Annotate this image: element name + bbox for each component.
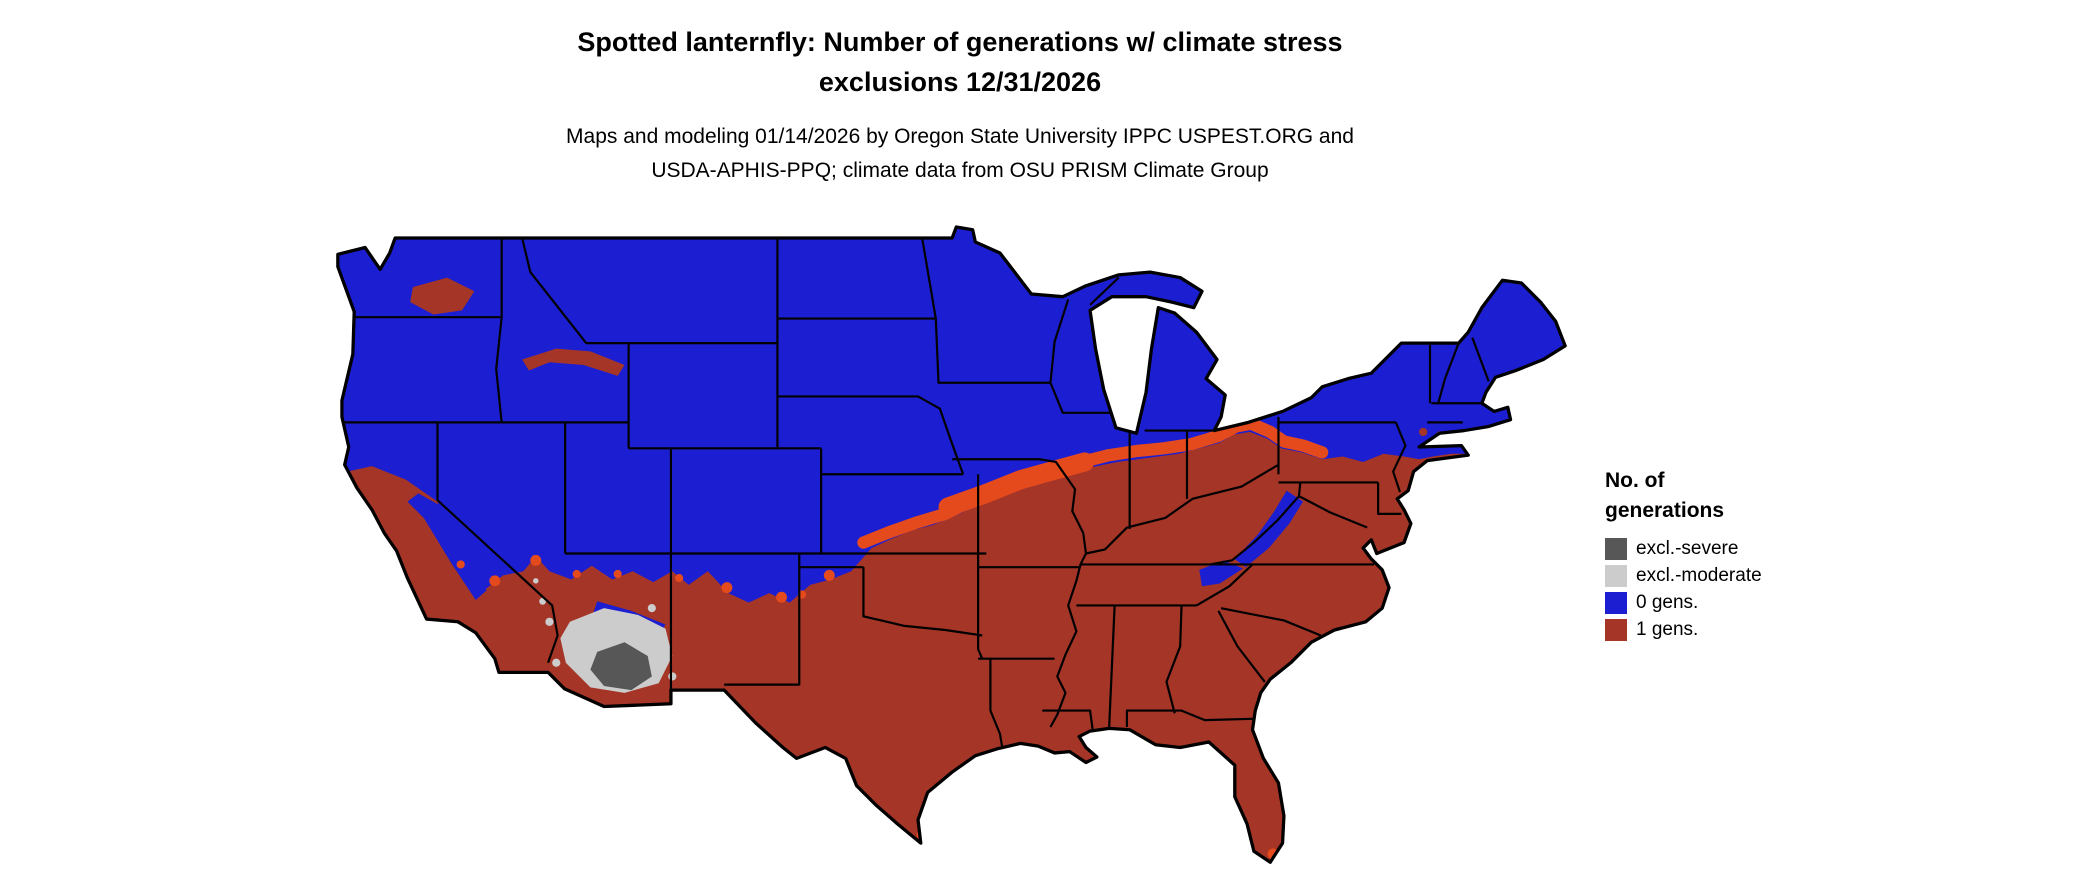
us-outline <box>336 225 1567 864</box>
figure-subtitle: Maps and modeling 01/14/2026 by Oregon S… <box>566 125 1354 182</box>
legend-item-label: excl.-severe <box>1636 537 1739 559</box>
legend: No. of generations excl.-severe excl.-mo… <box>1605 466 1925 643</box>
legend-item-label: excl.-moderate <box>1636 564 1762 586</box>
legend-items: excl.-severe excl.-moderate 0 gens. 1 ge… <box>1605 535 1925 643</box>
legend-item: 1 gens. <box>1605 616 1925 643</box>
legend-item-label: 1 gens. <box>1636 618 1699 640</box>
figure-title: Spotted lanternfly: Number of generation… <box>577 27 1343 97</box>
red-pocket-snake-plain <box>522 348 625 376</box>
exclusion-severe-patch <box>590 642 652 691</box>
us-map <box>331 212 1587 895</box>
legend-swatch-0-gens <box>1605 591 1627 614</box>
legend-item-label: 0 gens. <box>1636 591 1699 613</box>
legend-item: excl.-severe <box>1605 535 1925 562</box>
legend-title: No. of generations <box>1605 469 1725 522</box>
legend-swatch-excl-severe <box>1605 537 1627 560</box>
figure-header: Spotted lanternfly: Number of generation… <box>340 22 1580 188</box>
legend-swatch-excl-moderate <box>1605 564 1627 587</box>
red-pocket-columbia-basin <box>410 277 475 315</box>
transition-band <box>857 417 1329 549</box>
legend-item: 0 gens. <box>1605 589 1925 616</box>
legend-item: excl.-moderate <box>1605 562 1925 589</box>
state-borders <box>341 237 1490 751</box>
us-map-svg <box>336 225 1567 864</box>
legend-swatch-1-gens <box>1605 618 1627 641</box>
